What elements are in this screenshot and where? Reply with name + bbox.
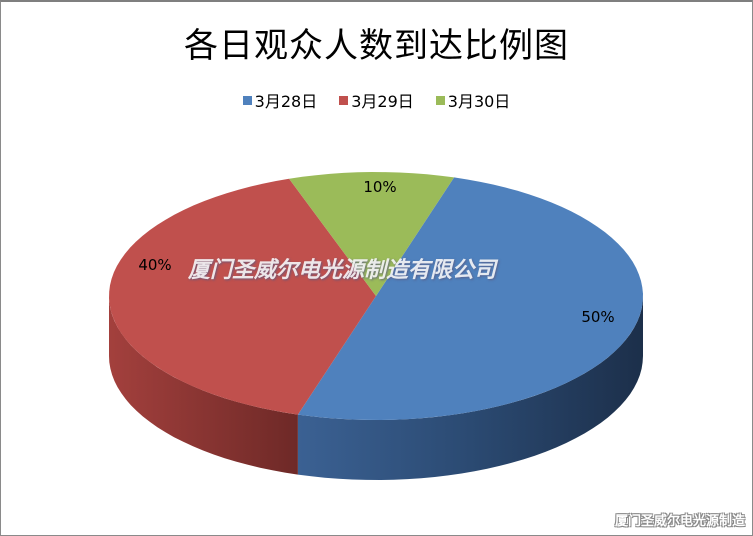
- chart-title: 各日观众人数到达比例图: [184, 26, 569, 66]
- legend: 3月28日 3月29日 3月30日: [0, 88, 753, 112]
- pie-side-0: [297, 296, 643, 480]
- data-label-1: 40%: [138, 256, 171, 274]
- legend-swatch: [435, 95, 445, 105]
- pie-slice-1: [109, 178, 376, 415]
- legend-label: 3月30日: [447, 92, 511, 111]
- data-label-0: 50%: [581, 308, 614, 326]
- legend-item: 3月28日: [242, 88, 318, 112]
- legend-label: 3月28日: [254, 92, 318, 111]
- pie-side-1: [109, 296, 298, 475]
- legend-item: 3月30日: [435, 88, 511, 112]
- data-label-2: 10%: [363, 178, 396, 196]
- legend-label: 3月29日: [351, 92, 414, 111]
- legend-item: 3月29日: [339, 88, 414, 112]
- pie-slice-0: [297, 177, 643, 420]
- legend-swatch: [242, 95, 252, 105]
- watermark-center: 厦门圣威尔电光源制造有限公司: [188, 258, 497, 283]
- pie-slice-2: [289, 172, 455, 296]
- legend-swatch: [339, 95, 349, 105]
- watermark-corner: 厦门圣威尔电光源制造: [614, 514, 745, 529]
